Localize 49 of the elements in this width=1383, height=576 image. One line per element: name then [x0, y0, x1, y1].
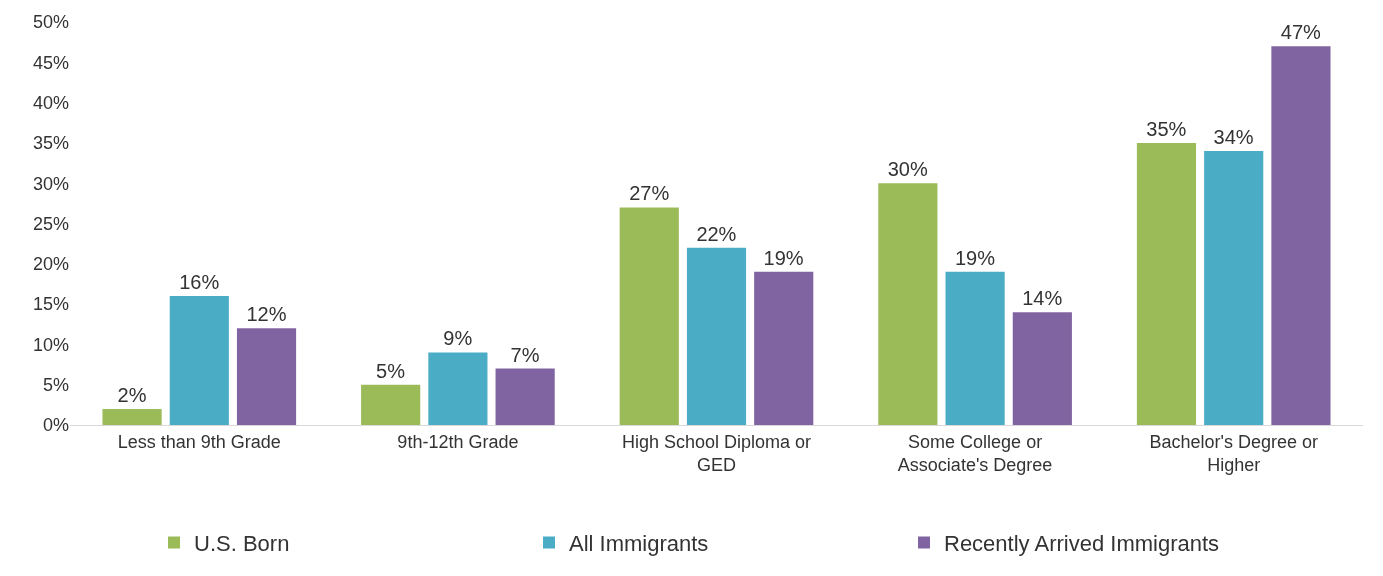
x-tick-label: 9th-12th Grade — [397, 431, 519, 452]
data-label: 22% — [696, 222, 737, 245]
data-label: 27% — [629, 182, 670, 205]
data-label: 35% — [1146, 117, 1187, 140]
bar — [945, 271, 1005, 425]
y-tick-label: 50% — [32, 12, 69, 33]
data-label: 5% — [376, 359, 406, 382]
bar — [878, 183, 938, 425]
legend-label: All Immigrants — [569, 531, 709, 557]
data-label: 30% — [887, 158, 928, 181]
y-tick-label: 40% — [32, 92, 69, 113]
bar — [1012, 312, 1072, 425]
bar — [236, 328, 297, 425]
y-tick-label: 5% — [42, 375, 69, 395]
data-label: 12% — [246, 303, 287, 326]
legend-label: U.S. Born — [194, 531, 290, 557]
legend-label: Recently Arrived Immigrants — [944, 531, 1220, 557]
data-label: 19% — [954, 246, 996, 269]
bar — [619, 207, 679, 425]
y-tick-label: 25% — [32, 213, 69, 234]
bar — [1136, 142, 1197, 425]
y-tick-label: 30% — [32, 173, 69, 194]
bar — [686, 247, 747, 425]
bar — [754, 271, 814, 425]
data-label: 14% — [1022, 287, 1063, 310]
bar — [361, 384, 421, 425]
data-label: 7% — [510, 343, 540, 366]
x-tick-label: High School Diploma or GED — [621, 431, 812, 475]
y-tick-label: 0% — [42, 415, 69, 436]
y-tick-label: 20% — [32, 254, 69, 275]
y-tick-label: 35% — [32, 133, 69, 154]
bar — [169, 296, 229, 425]
x-tick-label: Some College or Associate's Degree — [897, 431, 1053, 475]
bar — [1204, 150, 1264, 425]
data-label: 47% — [1280, 21, 1322, 44]
bar — [428, 352, 488, 425]
data-label: 16% — [179, 271, 220, 294]
bar — [495, 368, 555, 425]
data-label: 34% — [1213, 125, 1254, 148]
y-tick-label: 10% — [32, 334, 69, 355]
x-tick-label: Less than 9th Grade — [117, 431, 281, 452]
data-label: 19% — [763, 246, 804, 269]
y-tick-label: 15% — [32, 294, 69, 315]
data-label: 9% — [443, 327, 473, 350]
bar — [102, 408, 162, 425]
data-label: 2% — [117, 383, 147, 406]
x-tick-label: Bachelor's Degree or Higher — [1149, 431, 1318, 475]
bar — [1271, 46, 1331, 425]
y-tick-label: 45% — [32, 52, 69, 73]
